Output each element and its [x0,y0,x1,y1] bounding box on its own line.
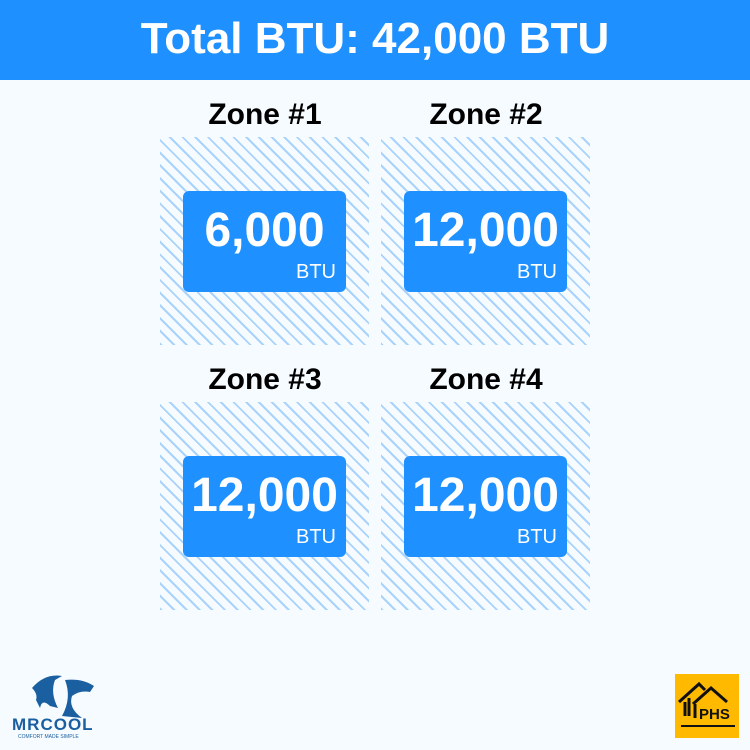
zone-3-value: 12,000 [191,469,338,522]
zone-2-card: 12,000 BTU [404,191,567,292]
zone-3-card: 12,000 BTU [183,456,346,557]
zone-2-area: 12,000 BTU [381,137,590,345]
zone-3-title: Zone #3 [208,363,322,396]
zone-4-title: Zone #4 [429,363,543,396]
zone-4-unit: BTU [517,526,557,548]
zone-2-unit: BTU [517,261,557,283]
phs-logo: PHS [675,674,739,738]
zone-2-value: 12,000 [412,204,559,257]
polar-bear-icon: MRCOOL COMFORT MADE SIMPLE [12,675,94,740]
zone-2-title: Zone #2 [429,98,543,131]
svg-text:PHS: PHS [699,706,730,723]
page-title: Total BTU: 42,000 BTU [0,0,750,80]
zone-1-area: 6,000 BTU [160,137,369,345]
mrcool-logo: MRCOOL COMFORT MADE SIMPLE [10,668,115,740]
zone-1-unit: BTU [296,261,336,283]
svg-text:MRCOOL: MRCOOL [12,715,94,734]
zone-1-value: 6,000 [204,204,325,257]
zone-3-area: 12,000 BTU [160,402,369,610]
house-icon: PHS [677,681,735,727]
zone-4-card: 12,000 BTU [404,456,567,557]
zone-4-area: 12,000 BTU [381,402,590,610]
zone-1-card: 6,000 BTU [183,191,346,292]
zone-1-title: Zone #1 [208,98,322,131]
zone-3-unit: BTU [296,526,336,548]
zone-4-value: 12,000 [412,469,559,522]
svg-text:COMFORT MADE SIMPLE: COMFORT MADE SIMPLE [18,734,79,740]
